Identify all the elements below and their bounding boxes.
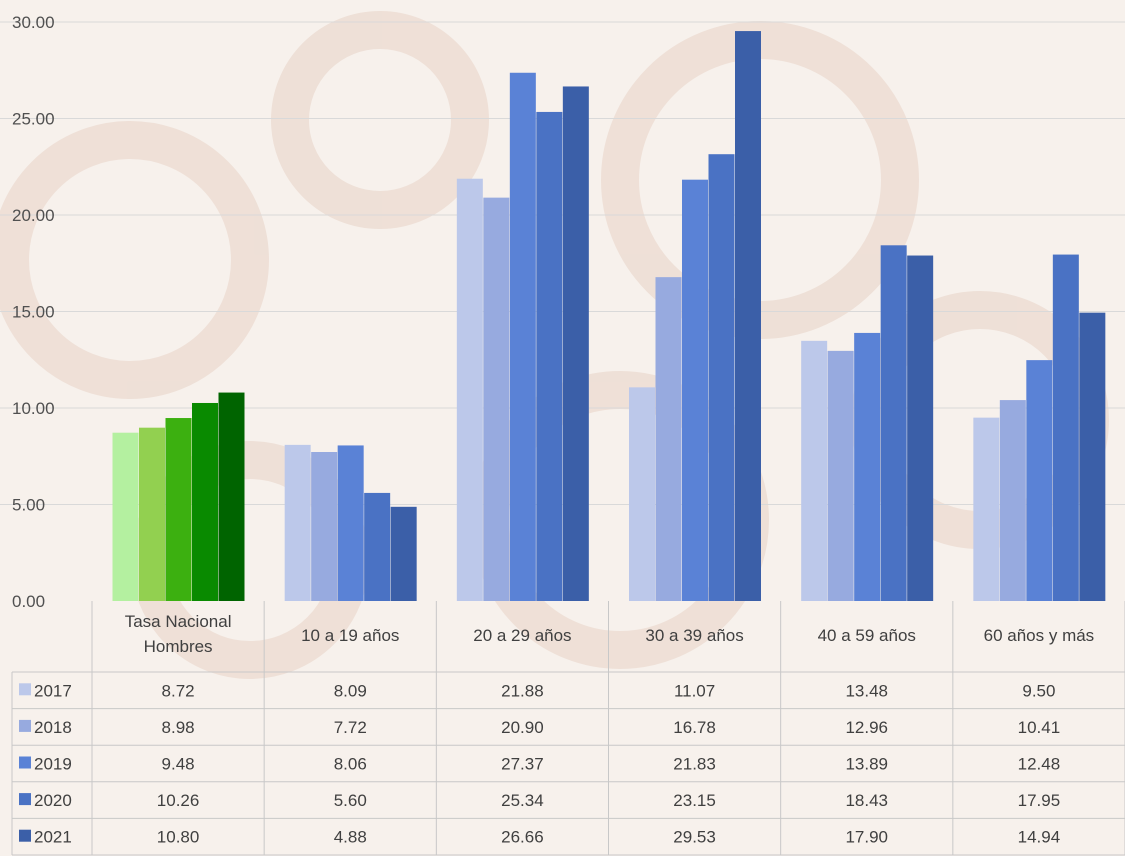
data-label: 14.94 <box>1018 828 1061 847</box>
y-tick-label: 5.00 <box>12 496 45 515</box>
bar-2020-cat-1 <box>364 492 391 601</box>
data-label: 21.83 <box>673 755 716 774</box>
data-label: 7.72 <box>334 718 367 737</box>
bar-2019-cat-2 <box>509 72 536 601</box>
data-label: 5.60 <box>334 791 367 810</box>
data-label: 18.43 <box>845 791 888 810</box>
legend-key-2019 <box>19 756 31 769</box>
data-label: 11.07 <box>674 681 715 700</box>
data-label: 17.90 <box>845 828 888 847</box>
bar-2018-cat-1 <box>311 452 338 601</box>
legend-key-2017 <box>19 683 31 696</box>
data-label: 13.48 <box>845 681 888 700</box>
category-label: 10 a 19 años <box>301 626 399 645</box>
bar-2021-cat-3 <box>735 31 761 602</box>
y-tick-label: 0.00 <box>12 592 45 611</box>
bars <box>112 31 1106 602</box>
data-label: 12.96 <box>845 718 888 737</box>
gridlines <box>0 21 1125 505</box>
data-label: 8.06 <box>334 755 367 774</box>
bar-2017-cat-3 <box>629 387 655 601</box>
data-label: 10.41 <box>1018 718 1061 737</box>
bar-2020-cat-0 <box>192 402 218 601</box>
bar-2021-cat-4 <box>907 255 934 601</box>
y-tick-label: 25.00 <box>12 110 55 129</box>
legend-label: 2018 <box>34 718 72 737</box>
legend-label: 2019 <box>34 755 72 774</box>
bar-2021-cat-2 <box>562 86 589 602</box>
data-label: 26.66 <box>501 828 544 847</box>
legend-key-2018 <box>19 719 31 732</box>
legend-key-2020 <box>19 793 31 806</box>
data-label: 17.95 <box>1018 791 1061 810</box>
legend-label: 2020 <box>34 791 72 810</box>
data-label: 21.88 <box>501 681 544 700</box>
bar-2017-cat-5 <box>973 417 1000 601</box>
data-label: 16.78 <box>673 718 716 737</box>
legend-label: 2021 <box>34 828 72 847</box>
data-label: 9.50 <box>1022 681 1055 700</box>
data-label: 20.90 <box>501 718 544 737</box>
data-label: 8.98 <box>162 718 195 737</box>
category-label: 40 a 59 años <box>818 626 916 645</box>
y-tick-label: 10.00 <box>12 399 55 418</box>
bar-2021-cat-0 <box>218 392 245 601</box>
data-label: 9.48 <box>162 755 195 774</box>
bar-2017-cat-1 <box>284 444 311 601</box>
bar-2019-cat-1 <box>337 445 364 601</box>
bar-2021-cat-5 <box>1079 312 1106 601</box>
category-label: 30 a 39 años <box>645 626 743 645</box>
data-label: 12.48 <box>1018 755 1061 774</box>
data-label: 10.26 <box>157 791 200 810</box>
data-label: 29.53 <box>673 828 716 847</box>
data-label: 4.88 <box>334 828 367 847</box>
data-label: 10.80 <box>157 828 200 847</box>
y-tick-label: 30.00 <box>12 13 55 32</box>
bar-2020-cat-5 <box>1052 254 1079 601</box>
bar-2018-cat-5 <box>999 400 1026 601</box>
bar-2017-cat-2 <box>456 178 483 601</box>
bar-2018-cat-0 <box>139 427 165 601</box>
category-label: Tasa Nacional Hombres <box>125 612 232 656</box>
bar-2019-cat-0 <box>165 418 192 601</box>
bar-2018-cat-4 <box>827 350 854 601</box>
bar-2020-cat-2 <box>536 111 563 602</box>
data-table: Tasa Nacional Hombres 10 a 19 años 20 a 29 … <box>11 601 1125 856</box>
bar-2017-cat-4 <box>801 340 828 601</box>
bar-2020-cat-3 <box>708 154 735 601</box>
bar-2018-cat-2 <box>483 197 510 601</box>
category-label: 20 a 29 años <box>473 626 571 645</box>
y-axis: 0.00 5.00 10.00 15.00 20.00 25.00 30.00 <box>12 13 55 611</box>
bar-2019-cat-4 <box>854 332 881 601</box>
bar-2018-cat-3 <box>655 277 682 601</box>
legend-key-2021 <box>19 829 31 842</box>
bar-2020-cat-4 <box>880 245 907 601</box>
bar-2019-cat-3 <box>682 179 708 601</box>
bar-2017-cat-0 <box>112 432 139 601</box>
data-label: 27.37 <box>501 755 544 774</box>
legend-label: 2017 <box>34 681 72 700</box>
y-tick-label: 15.00 <box>12 303 55 322</box>
data-label: 23.15 <box>673 791 716 810</box>
data-label: 13.89 <box>845 755 888 774</box>
bar-2019-cat-5 <box>1026 360 1053 601</box>
data-label: 25.34 <box>501 791 544 810</box>
data-label: 8.72 <box>162 681 195 700</box>
bar-2021-cat-1 <box>390 506 417 601</box>
category-label: 60 años y más <box>984 626 1095 645</box>
y-tick-label: 20.00 <box>12 206 55 225</box>
data-label: 8.09 <box>334 681 367 700</box>
